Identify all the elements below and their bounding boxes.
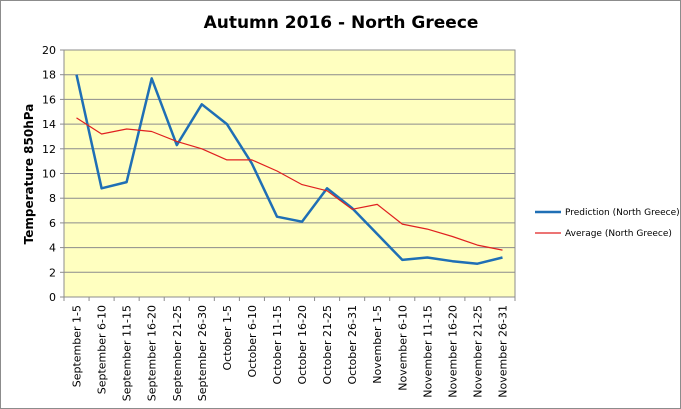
x-tick-label: November 1-5 <box>371 305 384 384</box>
series-line-prediction <box>75 74 503 265</box>
data-point <box>76 117 78 119</box>
data-point <box>101 187 103 189</box>
data-point <box>251 159 253 161</box>
data-point <box>101 133 103 135</box>
x-tick-label: September 21-25 <box>171 305 184 401</box>
y-tick-label: 2 <box>49 266 56 279</box>
legend: Prediction (North Greece) Average (North … <box>535 208 680 239</box>
data-point <box>501 256 503 258</box>
data-point <box>301 221 303 223</box>
data-point <box>226 123 228 125</box>
x-tick-label: November 21-25 <box>471 305 484 398</box>
x-axis-ticks: September 1-5 September 6-10 September 11-… <box>63 297 516 401</box>
data-point <box>76 74 78 76</box>
data-point <box>326 190 328 192</box>
data-point <box>451 235 453 237</box>
x-tick-label: November 26-31 <box>496 305 509 398</box>
data-point <box>176 144 178 146</box>
x-tick-label: November 6-10 <box>396 305 409 391</box>
x-tick-label: October 26-31 <box>346 305 359 384</box>
data-point <box>501 249 503 251</box>
y-tick-label: 12 <box>42 143 56 156</box>
y-tick-label: 0 <box>49 291 56 304</box>
y-tick-label: 10 <box>42 168 56 181</box>
data-point <box>201 103 203 105</box>
x-tick-label: October 11-15 <box>271 305 284 384</box>
series-line-average <box>76 117 503 251</box>
data-point <box>351 208 353 210</box>
data-point <box>126 128 128 130</box>
data-point <box>126 181 128 183</box>
data-point <box>476 244 478 246</box>
y-tick-label: 4 <box>49 242 56 255</box>
data-point <box>426 228 428 230</box>
x-tick-label: October 16-20 <box>296 305 309 384</box>
data-point <box>426 256 428 258</box>
data-point <box>401 223 403 225</box>
grid-lines <box>64 74 515 273</box>
x-tick-label: November 16-20 <box>446 305 459 398</box>
data-point <box>401 259 403 261</box>
legend-label: Average (North Greece) <box>565 229 672 239</box>
data-point <box>451 260 453 262</box>
x-tick-label: September 26-30 <box>196 305 209 401</box>
data-point <box>276 170 278 172</box>
data-point <box>376 203 378 205</box>
y-tick-label: 18 <box>42 69 56 82</box>
x-tick-label: September 16-20 <box>146 305 159 401</box>
data-point <box>176 140 178 142</box>
y-tick-label: 14 <box>42 118 56 131</box>
x-tick-label: September 6-10 <box>96 305 109 394</box>
data-point <box>151 131 153 133</box>
data-point <box>251 163 253 165</box>
y-axis-label: Temperature 850hPa <box>22 104 36 245</box>
data-point <box>151 77 153 79</box>
x-tick-label: September 1-5 <box>71 305 84 387</box>
data-point <box>301 184 303 186</box>
chart-title: Autumn 2016 - North Greece <box>204 13 479 33</box>
y-tick-label: 6 <box>49 217 56 230</box>
series-lines <box>75 74 503 265</box>
y-tick-label: 20 <box>42 44 56 57</box>
data-point <box>226 159 228 161</box>
x-tick-label: October 1-5 <box>221 305 234 370</box>
data-point <box>376 233 378 235</box>
x-tick-label: October 6-10 <box>246 305 259 377</box>
data-point <box>326 187 328 189</box>
x-tick-label: October 21-25 <box>321 305 334 384</box>
y-axis-ticks: 0 2 4 6 8 10 12 14 16 18 20 <box>42 44 64 304</box>
y-tick-label: 8 <box>49 192 56 205</box>
x-tick-label: November 11-15 <box>421 305 434 398</box>
legend-label: Prediction (North Greece) <box>565 208 680 218</box>
data-point <box>201 148 203 150</box>
data-point <box>276 216 278 218</box>
y-tick-label: 16 <box>42 93 56 106</box>
x-tick-label: September 11-15 <box>121 305 134 401</box>
data-point <box>476 263 478 265</box>
